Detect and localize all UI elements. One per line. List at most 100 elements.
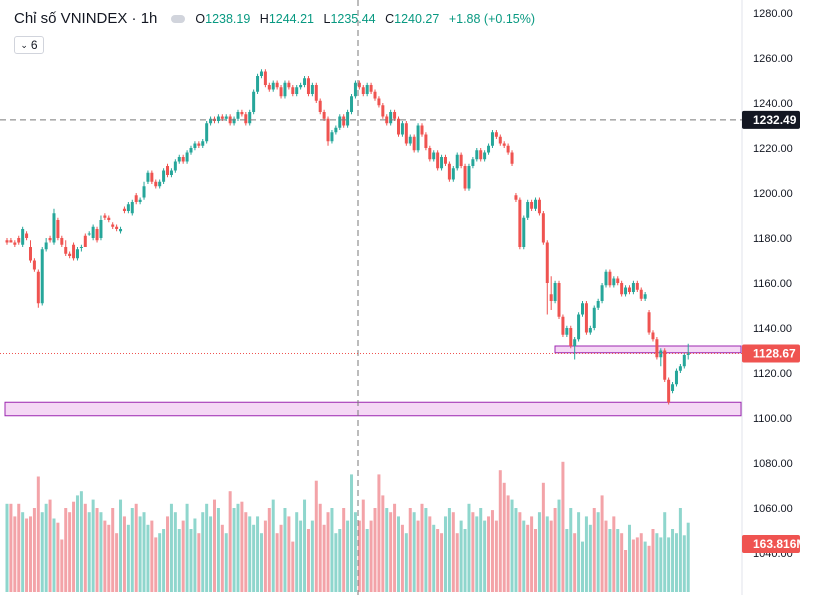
volume-bar — [134, 503, 138, 592]
candle-body — [244, 114, 248, 124]
candle-body — [205, 123, 209, 142]
candle — [322, 109, 326, 121]
volume-bar — [338, 529, 342, 592]
candle — [330, 130, 334, 144]
candle-body — [455, 154, 459, 169]
candle — [240, 109, 244, 117]
volume-bar — [600, 495, 604, 592]
candle-body — [350, 96, 354, 112]
candle-body — [193, 143, 197, 148]
volume-bar — [220, 524, 224, 592]
candle-body — [604, 271, 608, 286]
more-options-icon[interactable] — [171, 14, 186, 23]
candle-body — [326, 118, 330, 142]
candle — [303, 76, 307, 88]
candle — [232, 116, 236, 126]
volume-bar — [83, 503, 87, 592]
candle — [416, 123, 420, 153]
candle-body — [224, 116, 228, 119]
candle-body — [240, 112, 244, 115]
candle — [56, 217, 60, 241]
candle-body — [557, 283, 561, 317]
volume-bar — [107, 524, 111, 592]
candle — [185, 150, 189, 164]
volume-bar — [310, 520, 314, 592]
candle-body — [475, 150, 479, 160]
crosshair-price-badge: 1232.49 — [742, 110, 800, 129]
candle-body — [252, 91, 256, 112]
volume-bar — [498, 470, 502, 592]
volume-bar — [678, 508, 682, 592]
indicators-toggle-button[interactable]: ⌄ 6 — [14, 36, 44, 54]
candle — [451, 166, 455, 182]
candle — [604, 269, 608, 288]
volume-bar — [397, 516, 400, 592]
symbol-title[interactable]: Chỉ số VNINDEX · 1h — [14, 10, 158, 27]
volume-bar — [5, 503, 9, 592]
volume-bar — [122, 516, 126, 592]
candle-body — [377, 98, 381, 106]
volume-bar — [248, 516, 252, 592]
volume-bar — [212, 499, 216, 592]
chevron-down-icon: ⌄ — [20, 39, 28, 50]
candle — [197, 141, 201, 148]
high-label: H — [259, 11, 269, 26]
candle — [36, 269, 40, 308]
candle-body — [52, 213, 56, 243]
candle-body — [674, 370, 678, 385]
volume-bar — [87, 512, 91, 592]
candle-body — [432, 152, 436, 160]
candle — [620, 280, 624, 297]
volume-bar — [25, 518, 29, 592]
candle-body — [146, 172, 150, 182]
candle-body — [338, 116, 342, 128]
candle — [5, 238, 9, 245]
volume-bar — [608, 529, 612, 592]
volume-badge: 163.816M — [742, 535, 806, 553]
candle-body — [631, 283, 635, 292]
volume-bar — [150, 520, 154, 592]
volume-bar — [56, 522, 60, 592]
volume-bar — [21, 512, 25, 592]
candle — [40, 247, 44, 306]
candle — [549, 276, 553, 310]
volume-bar — [573, 533, 577, 592]
candle-body — [185, 152, 189, 162]
volume-bar — [228, 491, 232, 592]
candle-body — [158, 181, 162, 187]
candle-body — [655, 339, 659, 358]
volume-bar — [28, 516, 32, 592]
volume-bar — [479, 508, 483, 592]
candle-body — [299, 85, 303, 88]
volume-bar — [432, 524, 436, 592]
volume-bar — [357, 520, 361, 592]
volume-bar — [475, 516, 479, 592]
candle — [483, 150, 487, 162]
volume-bar — [44, 503, 48, 592]
volume-bar — [295, 512, 299, 592]
legend: Chỉ số VNINDEX · 1h O1238.19 H1244.21 L1… — [14, 10, 541, 27]
volume-bar — [526, 524, 530, 592]
candle — [667, 377, 671, 405]
candle-body — [189, 148, 193, 153]
candle — [111, 222, 115, 229]
candle-body — [565, 328, 569, 335]
candle-body — [428, 148, 432, 160]
candle-body — [561, 316, 565, 335]
candle — [588, 325, 592, 335]
candle-body — [397, 118, 400, 135]
candle-body — [126, 204, 130, 211]
candle — [573, 337, 577, 360]
volume-bar — [68, 512, 72, 592]
volume-bar — [408, 508, 412, 592]
volume-bar — [596, 512, 600, 592]
volume-bar — [471, 512, 475, 592]
volume-bar — [32, 508, 36, 592]
candle-body — [451, 168, 455, 180]
candle — [412, 134, 416, 153]
candle-body — [671, 384, 675, 391]
volume-bar — [686, 522, 690, 592]
price-badges: 1232.49 1128.67 163.816M — [742, 110, 806, 553]
